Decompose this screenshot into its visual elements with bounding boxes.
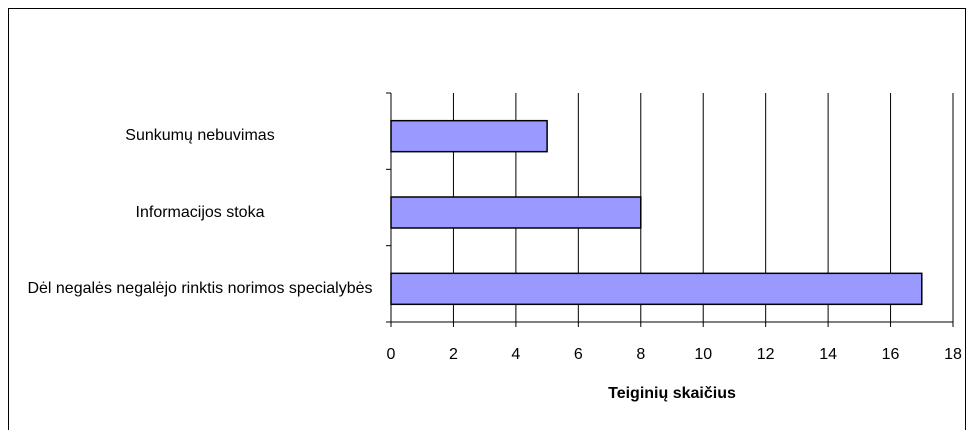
x-tick-label: 2 bbox=[449, 346, 458, 363]
x-tick-label: 14 bbox=[819, 346, 837, 363]
x-tick-label: 6 bbox=[574, 346, 583, 363]
y-tick-label: Informacijos stoka bbox=[135, 203, 265, 221]
bar bbox=[390, 196, 642, 229]
y-tick-label: Dėl negalės negalėjo rinktis norimos spe… bbox=[27, 279, 373, 297]
x-tick-label: 16 bbox=[882, 346, 900, 363]
chart-frame bbox=[8, 8, 966, 430]
y-tick-label: Sunkumų nebuvimas bbox=[125, 127, 275, 145]
x-tick-label: 12 bbox=[757, 346, 775, 363]
x-tick-label: 10 bbox=[694, 346, 712, 363]
x-axis-label: Teiginių skaičius bbox=[608, 385, 736, 402]
bar bbox=[390, 119, 548, 153]
x-tick-label: 8 bbox=[636, 346, 645, 363]
x-tick-label: 18 bbox=[944, 346, 962, 363]
x-tick-label: 4 bbox=[511, 346, 520, 363]
x-tick-label: 0 bbox=[387, 346, 396, 363]
bar bbox=[390, 272, 923, 306]
